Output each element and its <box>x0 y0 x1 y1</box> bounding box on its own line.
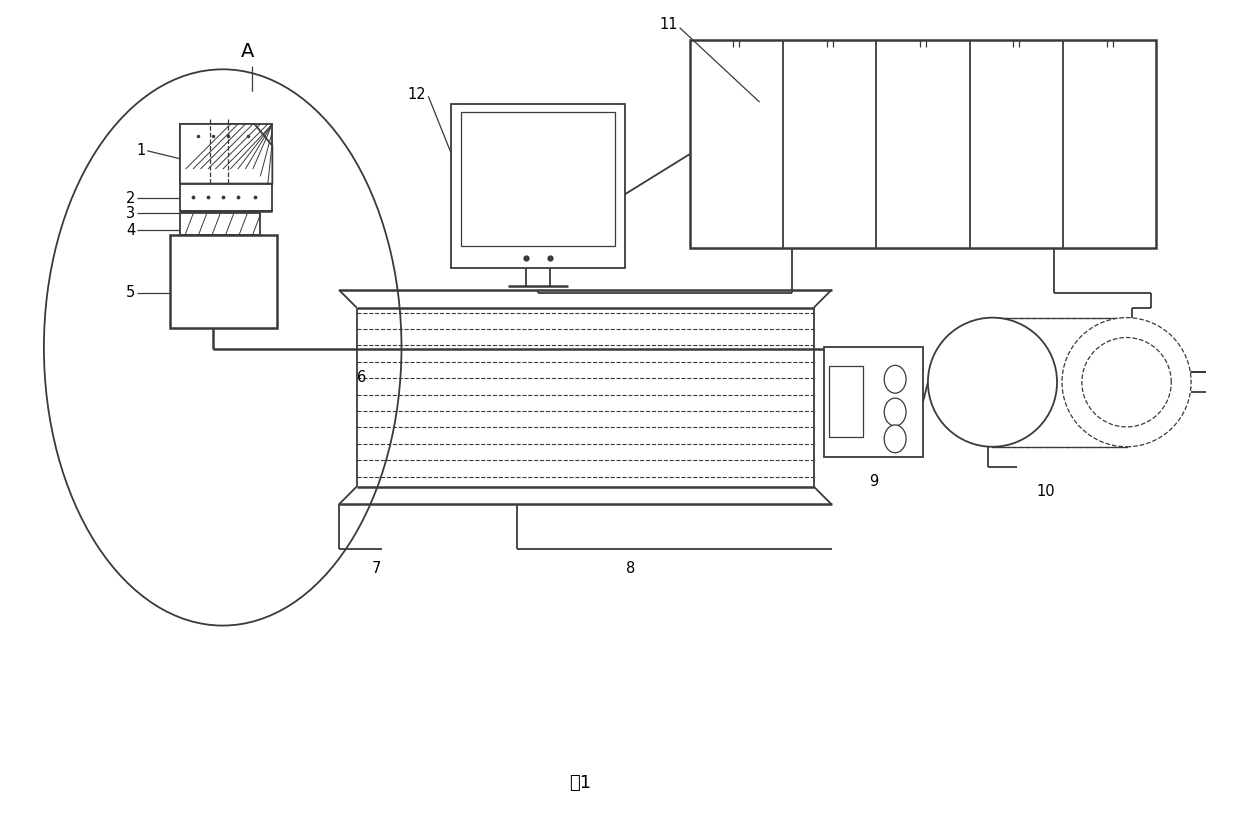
Bar <box>180 184 273 212</box>
Text: 2: 2 <box>126 191 135 206</box>
Polygon shape <box>180 124 273 184</box>
Text: 5: 5 <box>126 285 135 300</box>
Bar <box>180 213 260 235</box>
Text: 7: 7 <box>372 562 382 576</box>
Bar <box>451 104 625 268</box>
Ellipse shape <box>884 398 906 426</box>
Text: 9: 9 <box>869 474 878 489</box>
Text: 1: 1 <box>136 143 145 158</box>
Text: 8: 8 <box>626 562 636 576</box>
Bar <box>170 235 278 327</box>
Text: 图1: 图1 <box>569 773 591 791</box>
Text: 11: 11 <box>660 17 677 32</box>
Ellipse shape <box>884 425 906 452</box>
Text: 10: 10 <box>1037 484 1055 499</box>
Bar <box>992 318 1127 447</box>
Text: 4: 4 <box>126 222 135 237</box>
Text: 3: 3 <box>126 206 135 221</box>
Bar <box>461 112 615 246</box>
Circle shape <box>1061 318 1192 447</box>
Ellipse shape <box>43 69 402 625</box>
Bar <box>180 124 273 184</box>
Text: 6: 6 <box>357 370 366 385</box>
Text: A: A <box>241 42 254 61</box>
Ellipse shape <box>884 366 906 393</box>
Circle shape <box>928 318 1056 447</box>
Bar <box>828 366 863 437</box>
Bar <box>689 40 1157 248</box>
Text: 12: 12 <box>408 87 427 102</box>
Bar <box>823 347 923 457</box>
